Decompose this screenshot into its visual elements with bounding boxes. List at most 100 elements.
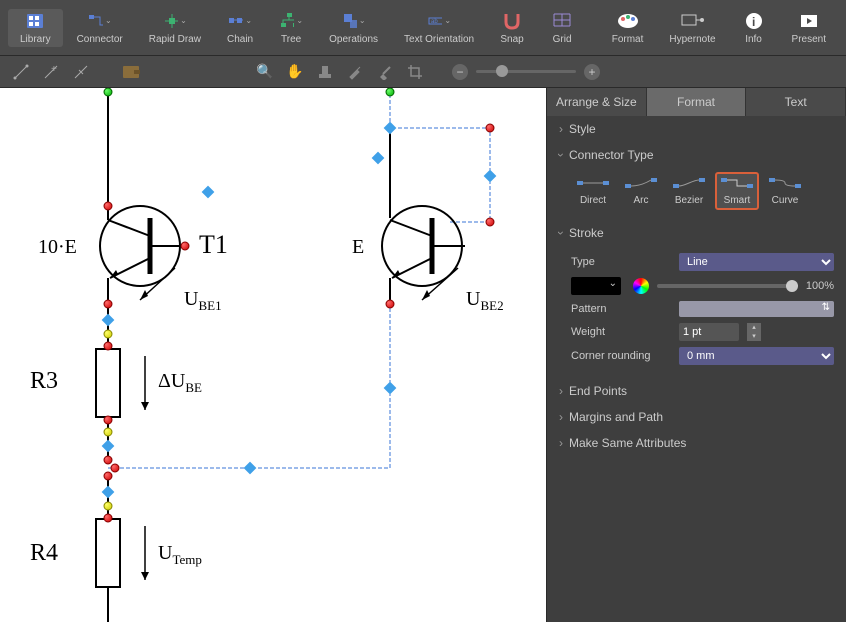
section-margins[interactable]: Margins and Path bbox=[547, 404, 846, 430]
zoom-out-button[interactable]: − bbox=[452, 64, 468, 80]
label-ube1: UBE1 bbox=[184, 288, 222, 314]
toolbar-info[interactable]: i Info bbox=[730, 9, 778, 47]
label-r3: R3 bbox=[30, 368, 58, 395]
svg-text:i: i bbox=[752, 15, 755, 29]
rapid-draw-icon: ⌄ bbox=[163, 11, 187, 31]
toolbar-operations-label: Operations bbox=[329, 34, 378, 45]
corner-rounding-select[interactable]: 0 mm bbox=[679, 347, 834, 365]
connection-point[interactable] bbox=[181, 242, 190, 251]
section-same-attributes[interactable]: Make Same Attributes bbox=[547, 430, 846, 456]
connection-point[interactable] bbox=[386, 300, 395, 309]
toolbar-connector[interactable]: ⌄ Connector bbox=[65, 9, 135, 47]
add-point-tool[interactable]: + bbox=[38, 60, 64, 84]
toolbar-chain[interactable]: ⌄ Chain bbox=[215, 9, 265, 47]
snap-icon bbox=[500, 11, 524, 31]
canvas[interactable]: 10·E T1 UBE1 E UBE2 R3 ΔUBE R4 UTemp bbox=[0, 88, 546, 622]
connection-point[interactable] bbox=[486, 124, 495, 133]
resistor-r3[interactable] bbox=[95, 348, 121, 418]
zoom-slider-handle[interactable] bbox=[496, 65, 508, 77]
connection-point[interactable] bbox=[104, 456, 113, 465]
stroke-pattern-label: Pattern bbox=[571, 303, 671, 315]
section-stroke[interactable]: Stroke bbox=[547, 220, 846, 246]
tab-text[interactable]: Text bbox=[746, 88, 846, 116]
label-r4: R4 bbox=[30, 540, 58, 567]
zoom-in-button[interactable]: + bbox=[584, 64, 600, 80]
library-icon bbox=[23, 11, 47, 31]
toolbar-operations[interactable]: ⌄ Operations bbox=[317, 9, 390, 47]
main-toolbar: Library ⌄ Connector ⌄ Rapid Draw ⌄ Chain… bbox=[0, 0, 846, 56]
tab-arrange[interactable]: Arrange & Size bbox=[547, 88, 647, 116]
section-connector-type[interactable]: Connector Type bbox=[547, 142, 846, 168]
label-utemp: UTemp bbox=[158, 542, 202, 568]
toolbar-library[interactable]: Library bbox=[8, 9, 63, 47]
toolbar-format[interactable]: Format bbox=[600, 9, 656, 47]
stroke-color-wheel[interactable] bbox=[633, 278, 649, 294]
line-tool[interactable] bbox=[8, 60, 34, 84]
connector-bezier[interactable]: Bezier bbox=[667, 172, 711, 210]
tree-icon: ⌄ bbox=[279, 11, 303, 31]
connector-curve[interactable]: Curve bbox=[763, 172, 807, 210]
connection-point[interactable] bbox=[104, 472, 113, 481]
brush-tool[interactable] bbox=[372, 60, 398, 84]
section-endpoints[interactable]: End Points bbox=[547, 378, 846, 404]
connection-point[interactable] bbox=[104, 330, 113, 339]
toolbar-present-label: Present bbox=[792, 34, 826, 45]
text-orientation-icon: ab⌄ bbox=[427, 11, 451, 31]
eyedropper-tool[interactable] bbox=[342, 60, 368, 84]
stroke-weight-input[interactable] bbox=[679, 323, 739, 341]
toolbar-hypernote-label: Hypernote bbox=[669, 34, 715, 45]
remove-point-tool[interactable] bbox=[68, 60, 94, 84]
toolbar-tree[interactable]: ⌄ Tree bbox=[267, 9, 315, 47]
pan-tool[interactable]: ✋ bbox=[282, 60, 308, 84]
toolbar-text-orientation[interactable]: ab⌄ Text Orientation bbox=[392, 9, 486, 47]
connection-point[interactable] bbox=[104, 502, 113, 511]
svg-text:+: + bbox=[51, 64, 57, 75]
stroke-color-swatch[interactable] bbox=[571, 277, 621, 295]
toolbar-info-label: Info bbox=[745, 34, 762, 45]
toolbar-chain-label: Chain bbox=[227, 34, 253, 45]
toolbar-tree-label: Tree bbox=[281, 34, 301, 45]
toolbar-hypernote[interactable]: Hypernote bbox=[657, 9, 727, 47]
stroke-pattern-select[interactable] bbox=[679, 301, 834, 317]
connection-point[interactable] bbox=[104, 428, 113, 437]
chain-icon: ⌄ bbox=[228, 11, 252, 31]
connection-point[interactable] bbox=[104, 88, 113, 97]
connector-smart[interactable]: Smart bbox=[715, 172, 759, 210]
stroke-type-select[interactable]: Line bbox=[679, 253, 834, 271]
connection-point[interactable] bbox=[104, 514, 113, 523]
connection-point[interactable] bbox=[111, 464, 120, 473]
zoom-slider-track[interactable] bbox=[476, 70, 576, 73]
connector-type-options: Direct Arc Bezier Smart bbox=[571, 172, 834, 210]
wallet-tool[interactable] bbox=[118, 60, 144, 84]
section-style[interactable]: Style bbox=[547, 116, 846, 142]
circuit-diagram bbox=[0, 88, 546, 622]
format-icon bbox=[616, 11, 640, 31]
toolbar-present[interactable]: Present bbox=[780, 9, 838, 47]
connection-point[interactable] bbox=[104, 342, 113, 351]
toolbar-format-label: Format bbox=[612, 34, 644, 45]
connection-point[interactable] bbox=[104, 300, 113, 309]
inspector-tabs: Arrange & Size Format Text bbox=[547, 88, 846, 116]
connector-arc[interactable]: Arc bbox=[619, 172, 663, 210]
connection-point[interactable] bbox=[386, 88, 395, 97]
connector-direct[interactable]: Direct bbox=[571, 172, 615, 210]
stroke-opacity-slider[interactable] bbox=[657, 284, 798, 288]
label-dube: ΔUBE bbox=[158, 370, 202, 396]
info-icon: i bbox=[742, 11, 766, 31]
connection-point[interactable] bbox=[104, 416, 113, 425]
secondary-toolbar: + 🔍 ✋ − + bbox=[0, 56, 846, 88]
tab-format[interactable]: Format bbox=[647, 88, 747, 116]
zoom-tool[interactable]: 🔍 bbox=[252, 60, 278, 84]
crop-tool[interactable] bbox=[402, 60, 428, 84]
stroke-weight-stepper[interactable]: ▴▾ bbox=[747, 323, 761, 341]
toolbar-rapid-draw[interactable]: ⌄ Rapid Draw bbox=[137, 9, 213, 47]
label-ube2: UBE2 bbox=[466, 288, 504, 314]
stamp-tool[interactable] bbox=[312, 60, 338, 84]
connection-point[interactable] bbox=[104, 202, 113, 211]
resistor-r4[interactable] bbox=[95, 518, 121, 588]
toolbar-grid[interactable]: Grid bbox=[538, 9, 586, 47]
toolbar-snap[interactable]: Snap bbox=[488, 9, 536, 47]
operations-icon: ⌄ bbox=[342, 11, 366, 31]
connection-point[interactable] bbox=[486, 218, 495, 227]
toolbar-grid-label: Grid bbox=[553, 34, 572, 45]
